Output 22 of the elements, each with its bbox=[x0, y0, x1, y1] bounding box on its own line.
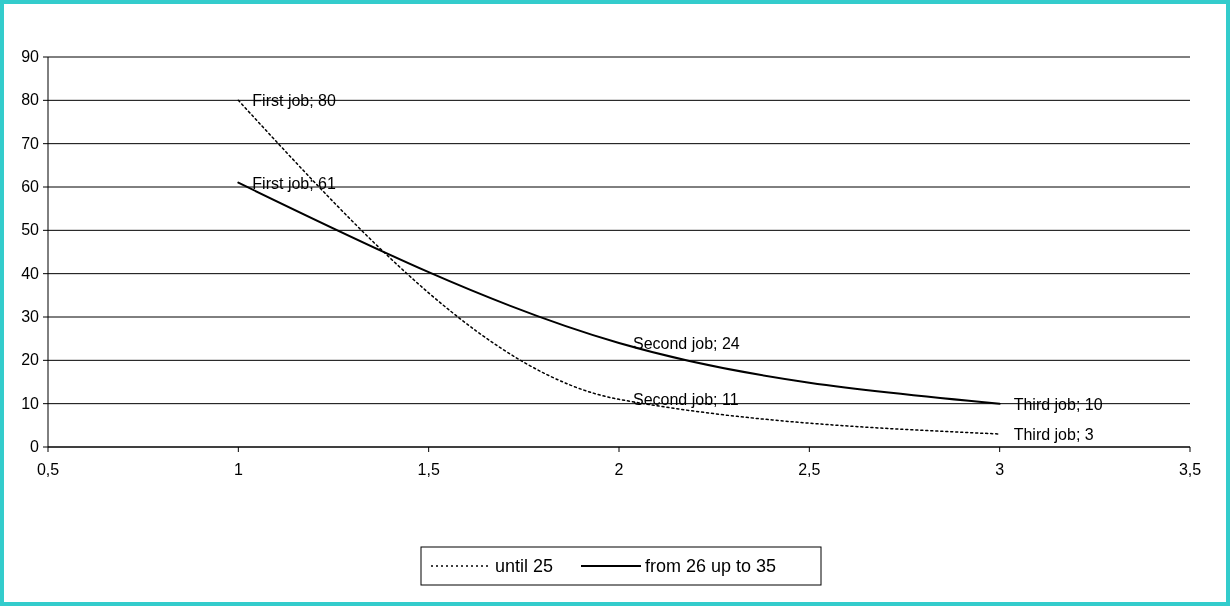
x-tick-label: 3 bbox=[995, 461, 1005, 478]
data-label: Third job; 3 bbox=[1013, 426, 1094, 443]
y-tick-label: 20 bbox=[21, 351, 40, 369]
x-tick-label: 3,5 bbox=[1178, 461, 1202, 478]
x-tick-label: 1 bbox=[233, 461, 243, 478]
y-tick-label: 30 bbox=[21, 308, 40, 325]
legend-label: from 26 up to 35 bbox=[645, 556, 777, 576]
y-tick-label: 80 bbox=[21, 91, 40, 109]
y-tick-label: 40 bbox=[21, 264, 40, 282]
y-tick-label: 60 bbox=[21, 178, 40, 195]
x-tick-label: 0,5 bbox=[36, 461, 60, 478]
data-label: First job; 61 bbox=[252, 174, 337, 192]
x-tick-label: 1,5 bbox=[417, 461, 440, 478]
y-tick-label: 70 bbox=[21, 134, 40, 152]
y-tick-label: 90 bbox=[21, 48, 40, 65]
x-tick-label: 2 bbox=[614, 461, 624, 478]
legend-label: until 25 bbox=[495, 556, 554, 576]
y-tick-label: 0 bbox=[30, 438, 40, 455]
x-tick-label: 2,5 bbox=[798, 461, 821, 478]
data-label: Second job; 24 bbox=[633, 335, 740, 352]
y-tick-label: 50 bbox=[21, 221, 40, 239]
y-tick-label: 10 bbox=[21, 394, 40, 412]
